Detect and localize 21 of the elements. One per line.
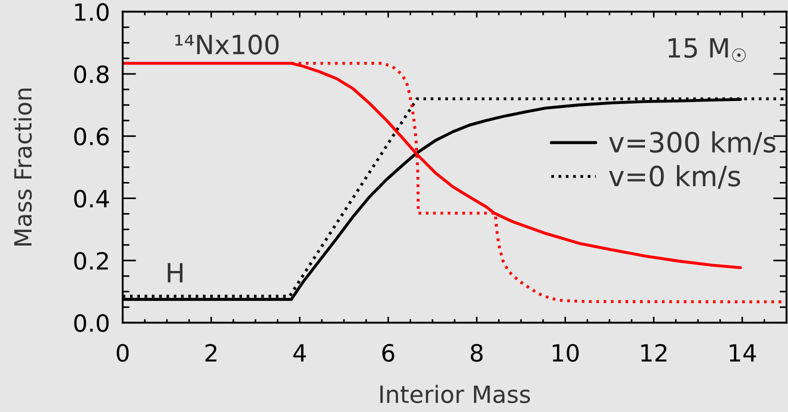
- x-axis-title: Interior Mass: [380, 384, 530, 404]
- x-tick-label: 8: [470, 344, 483, 362]
- x-tick-label: 6: [382, 344, 394, 362]
- y-tick-label: 0.6: [74, 128, 109, 146]
- legend-label: v=300 km/s: [609, 131, 776, 155]
- x-tick-label: 10: [552, 344, 579, 362]
- x-tick-label: 12: [641, 344, 666, 362]
- y-tick-label: 0.0: [74, 314, 109, 332]
- y-tick-label: 0.4: [74, 190, 109, 208]
- x-tick-label: 2: [205, 344, 216, 362]
- x-tick-label: 0: [116, 344, 129, 362]
- y-tick-label: 1.0: [75, 3, 109, 22]
- annotation: 15 M$_{☉}$: [668, 38, 746, 62]
- x-tick-label: 14: [730, 344, 756, 362]
- annotation: H: [168, 263, 182, 282]
- y-tick-label: 0.8: [74, 65, 109, 84]
- y-tick-label: 0.2: [74, 252, 108, 270]
- y-axis-title: Mass Fraction: [14, 88, 32, 246]
- x-tick-label: 4: [293, 344, 306, 362]
- annotation: ¹⁴Nx100: [175, 34, 279, 54]
- legend-label: v=0 km/s: [609, 165, 740, 189]
